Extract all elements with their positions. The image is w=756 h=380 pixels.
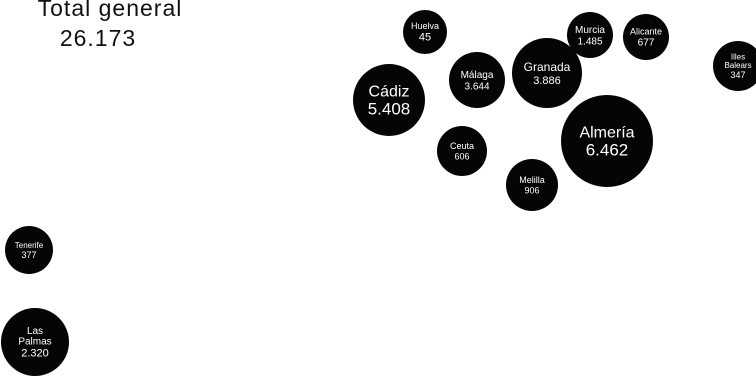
bubble-ceuta-circle [437,126,487,176]
bubble-cadiz-circle [353,64,425,136]
bubble-cadiz-value: 5.408 [368,100,411,119]
bubble-las-palmas-name: Las Palmas [18,326,51,348]
bubble-melilla-circle [506,159,558,211]
bubble-ceuta-name: Ceuta [450,141,474,151]
bubble-almeria-name: Almería [579,124,634,141]
total-general-value: 26.173 [59,25,137,51]
bubble-las-palmas-circle [1,308,69,376]
bubble-malaga-name: Málaga [461,70,494,81]
bubble-huelva-name: Huelva [411,21,439,31]
bubble-huelva-value: 45 [419,32,431,44]
bubble-granada-circle [512,38,582,108]
bubble-alicante-circle [623,14,669,60]
bubble-melilla-name: Melilla [519,175,545,185]
bubble-cadiz-name: Cádiz [369,83,410,100]
bubble-alicante-name: Alicante [630,27,662,37]
bubble-illes-balears-value: 347 [730,70,745,80]
bubble-murcia-value: 1.485 [577,37,602,48]
bubble-almeria-value: 6.462 [586,141,629,160]
bubble-ceuta-value: 606 [454,152,469,162]
bubble-illes-balears-name: Illes Balears [724,53,751,70]
bubble-alicante-value: 677 [638,38,655,49]
bubble-melilla-value: 906 [524,186,539,196]
bubble-almeria-circle [561,95,653,187]
bubble-tenerife-circle [5,226,53,274]
bubble-huelva-circle [403,10,447,54]
bubble-tenerife-value: 377 [21,250,36,260]
total-general-label: Total general [37,0,183,21]
bubble-granada-value: 3.886 [533,75,561,87]
bubble-las-palmas-value: 2.320 [21,348,49,360]
bubble-tenerife-name: Tenerife [15,241,44,250]
bubble-murcia-name: Murcia [575,25,605,36]
bubble-illes-balears-circle [713,41,756,91]
bubble-malaga-value: 3.644 [464,82,489,93]
bubble-murcia-circle [567,12,613,58]
bubble-malaga-circle [449,52,505,108]
bubble-granada-name: Granada [524,60,571,74]
